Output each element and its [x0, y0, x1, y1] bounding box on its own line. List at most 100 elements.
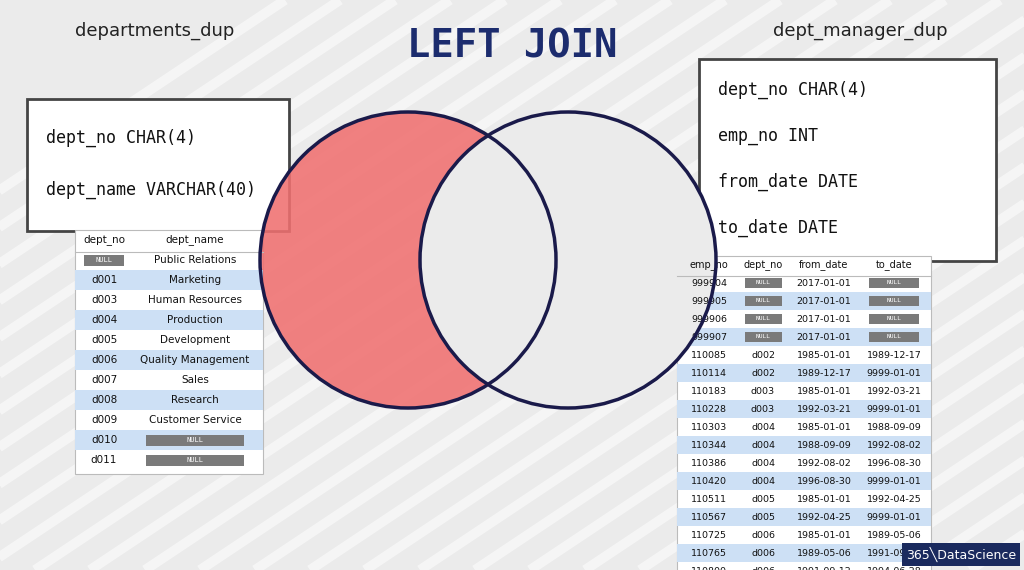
Text: LEFT JOIN: LEFT JOIN	[407, 28, 617, 66]
FancyBboxPatch shape	[744, 314, 781, 324]
Text: d002: d002	[751, 351, 775, 360]
Text: 110420: 110420	[691, 477, 727, 486]
Text: 1992-04-25: 1992-04-25	[866, 495, 922, 503]
Text: 1985-01-01: 1985-01-01	[797, 531, 851, 539]
Text: 9999-01-01: 9999-01-01	[866, 368, 922, 377]
Text: Customer Service: Customer Service	[148, 415, 242, 425]
Text: d004: d004	[751, 441, 775, 450]
Text: 1992-03-21: 1992-03-21	[797, 405, 851, 413]
FancyBboxPatch shape	[75, 390, 263, 410]
FancyBboxPatch shape	[869, 332, 919, 342]
Text: to_date DATE: to_date DATE	[718, 219, 838, 237]
Text: NULL: NULL	[756, 299, 770, 303]
FancyBboxPatch shape	[677, 328, 931, 346]
Text: d010: d010	[91, 435, 117, 445]
Text: d003: d003	[751, 405, 775, 413]
Text: from_date: from_date	[800, 259, 849, 270]
Text: 110085: 110085	[691, 351, 727, 360]
Text: NULL: NULL	[756, 335, 770, 340]
FancyBboxPatch shape	[145, 454, 245, 466]
Text: 9999-01-01: 9999-01-01	[866, 405, 922, 413]
FancyBboxPatch shape	[677, 472, 931, 490]
Text: Development: Development	[160, 335, 230, 345]
FancyBboxPatch shape	[869, 296, 919, 306]
FancyBboxPatch shape	[677, 508, 931, 526]
FancyBboxPatch shape	[677, 436, 931, 454]
FancyBboxPatch shape	[869, 314, 919, 324]
Text: emp_no INT: emp_no INT	[718, 127, 818, 145]
Text: 1985-01-01: 1985-01-01	[797, 495, 851, 503]
Text: d008: d008	[91, 395, 117, 405]
Text: 999905: 999905	[691, 296, 727, 306]
Text: 2017-01-01: 2017-01-01	[797, 332, 851, 341]
Text: d005: d005	[751, 495, 775, 503]
Text: d005: d005	[751, 512, 775, 522]
Text: 1985-01-01: 1985-01-01	[797, 351, 851, 360]
Text: NULL: NULL	[186, 437, 204, 443]
Text: 110800: 110800	[691, 567, 727, 570]
Text: 9999-01-01: 9999-01-01	[866, 477, 922, 486]
Text: 1985-01-01: 1985-01-01	[797, 422, 851, 431]
FancyBboxPatch shape	[869, 278, 919, 288]
Text: d003: d003	[91, 295, 117, 305]
Text: 1989-12-17: 1989-12-17	[797, 368, 851, 377]
FancyBboxPatch shape	[744, 332, 781, 342]
Text: NULL: NULL	[887, 299, 901, 303]
Text: 1989-05-06: 1989-05-06	[797, 548, 851, 557]
Text: d011: d011	[91, 455, 117, 465]
FancyBboxPatch shape	[699, 59, 996, 261]
FancyBboxPatch shape	[677, 256, 931, 570]
Text: 1989-12-17: 1989-12-17	[866, 351, 922, 360]
Text: 1996-08-30: 1996-08-30	[797, 477, 851, 486]
Text: 1988-09-09: 1988-09-09	[797, 441, 851, 450]
Text: 110511: 110511	[691, 495, 727, 503]
FancyBboxPatch shape	[27, 99, 289, 231]
Text: d003: d003	[751, 386, 775, 396]
FancyBboxPatch shape	[75, 270, 263, 290]
Text: to_date: to_date	[876, 259, 912, 270]
Text: Marketing: Marketing	[169, 275, 221, 285]
Text: Public Relations: Public Relations	[154, 255, 237, 265]
FancyBboxPatch shape	[75, 230, 263, 474]
Text: d007: d007	[91, 375, 117, 385]
Text: 110303: 110303	[691, 422, 727, 431]
Text: dept_no: dept_no	[83, 234, 125, 246]
Text: 999906: 999906	[691, 315, 727, 324]
FancyBboxPatch shape	[145, 434, 245, 446]
Text: 1991-09-12: 1991-09-12	[797, 567, 851, 570]
Text: dept_name: dept_name	[166, 234, 224, 246]
Text: 1985-01-01: 1985-01-01	[797, 386, 851, 396]
Text: dept_no CHAR(4): dept_no CHAR(4)	[46, 129, 196, 147]
Text: 110386: 110386	[691, 458, 727, 467]
Text: 9999-01-01: 9999-01-01	[866, 512, 922, 522]
Text: 1994-06-28: 1994-06-28	[866, 567, 922, 570]
FancyBboxPatch shape	[677, 292, 931, 310]
Text: NULL: NULL	[756, 316, 770, 321]
Text: 110725: 110725	[691, 531, 727, 539]
Text: 2017-01-01: 2017-01-01	[797, 279, 851, 287]
Text: emp_no: emp_no	[689, 260, 728, 270]
Text: 1989-05-06: 1989-05-06	[866, 531, 922, 539]
FancyBboxPatch shape	[677, 364, 931, 382]
Text: 999907: 999907	[691, 332, 727, 341]
Text: Production: Production	[167, 315, 223, 325]
Text: dept_no: dept_no	[743, 259, 782, 270]
Text: dept_no CHAR(4): dept_no CHAR(4)	[718, 81, 868, 99]
FancyBboxPatch shape	[75, 430, 263, 450]
Text: 365╲DataScience: 365╲DataScience	[906, 547, 1016, 562]
Text: Quality Management: Quality Management	[140, 355, 250, 365]
Text: NULL: NULL	[887, 335, 901, 340]
Text: d001: d001	[91, 275, 117, 285]
Text: 999904: 999904	[691, 279, 727, 287]
Text: 2017-01-01: 2017-01-01	[797, 296, 851, 306]
Text: 110344: 110344	[691, 441, 727, 450]
Text: 1992-04-25: 1992-04-25	[797, 512, 851, 522]
Text: NULL: NULL	[887, 280, 901, 286]
Text: NULL: NULL	[887, 316, 901, 321]
Text: d004: d004	[751, 458, 775, 467]
Circle shape	[420, 112, 716, 408]
FancyBboxPatch shape	[75, 350, 263, 370]
Text: Sales: Sales	[181, 375, 209, 385]
Text: from_date DATE: from_date DATE	[718, 173, 858, 191]
Text: 1996-08-30: 1996-08-30	[866, 458, 922, 467]
